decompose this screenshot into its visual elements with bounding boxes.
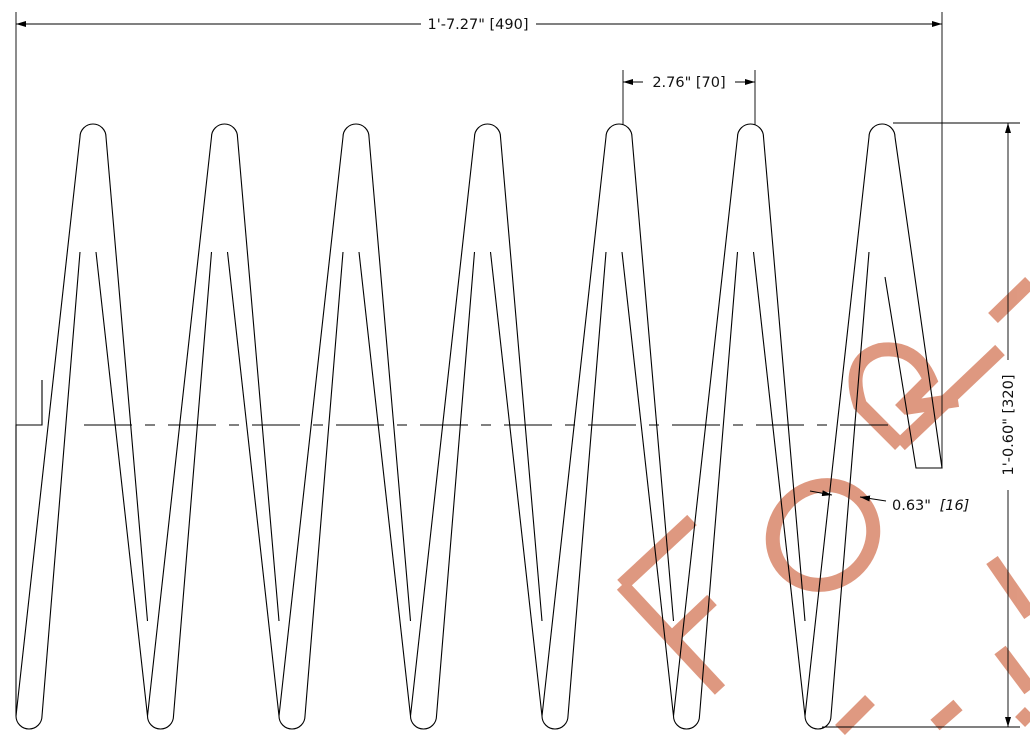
coil-falling-outer [499,136,543,622]
coil-rising-inner [41,251,81,717]
wire-arrow-left [809,490,833,497]
coil-rising-outer [146,136,213,717]
wire-arrow-right [859,495,887,502]
coil-bottom-loop [672,715,701,730]
coil-falling-inner [752,251,806,717]
coil-falling-inner [95,251,149,717]
coil-bottom-loop [278,715,306,730]
outer-diameter-label: 1'-0.60" [320] [1001,375,1017,476]
watermark-letter-r [848,342,1005,451]
coil-falling-inner [226,251,280,717]
coil-top-loop [605,123,633,138]
coil-rising-inner [567,251,607,717]
coil-rising-outer [804,136,870,717]
overall-length-label: 1'-7.27" [490] [428,17,529,33]
coil-top-loop [868,123,896,138]
coil-rising-inner [304,251,344,717]
coil-bottom-loop [409,715,438,730]
watermark-letter-i [988,276,1030,324]
coil-falling-outer [236,136,280,622]
coil-rising-outer [278,136,344,717]
wire-diameter-label: 0.63" [16] [892,498,969,514]
watermark-letter-o [765,478,881,592]
coil-top-loop [342,123,370,138]
coil-falling-outer [762,136,806,622]
coil-falling-outer [105,136,149,622]
coil-bottom-loop [804,715,832,730]
coil-rising-inner [698,251,739,717]
spring-end-right [884,136,943,469]
coil-rising-outer [541,136,607,717]
coil-top-loop [473,123,502,138]
coil-top-loop [210,123,239,138]
coil-falling-outer [368,136,412,622]
spring-end-left [15,380,43,716]
coil-bottom-loop [15,715,43,730]
coil-rising-outer [409,136,476,717]
coil-falling-inner [621,251,675,717]
coil-rising-outer [15,136,81,717]
wire-diameter-metric: [16] [940,498,970,514]
spring-coils [15,123,943,730]
wire-diameter-value: 0.63" [892,498,931,514]
coil-rising-inner [830,251,870,717]
coil-rising-outer [672,136,739,717]
coil-top-loop [736,123,765,138]
watermark-letter-f [616,514,726,695]
coil-falling-outer [631,136,675,622]
pitch-label: 2.76" [70] [652,75,725,91]
outer-diameter-dimension: 1'-0.60" [320] [822,122,1020,728]
wire-diameter-dimension: 0.63" [16] [809,490,969,514]
pitch-dimension: 2.76" [70] [622,70,756,125]
coil-bottom-loop [541,715,569,730]
coil-rising-inner [172,251,213,717]
overall-length-dimension: 1'-7.27" [490] [15,12,943,468]
coil-falling-inner [358,251,412,717]
coil-rising-inner [435,251,476,717]
coil-top-loop [79,123,107,138]
coil-falling-inner [489,251,543,717]
watermark-partial-glyphs [835,556,1030,735]
coil-bottom-loop [146,715,175,730]
watermark [616,276,1030,735]
